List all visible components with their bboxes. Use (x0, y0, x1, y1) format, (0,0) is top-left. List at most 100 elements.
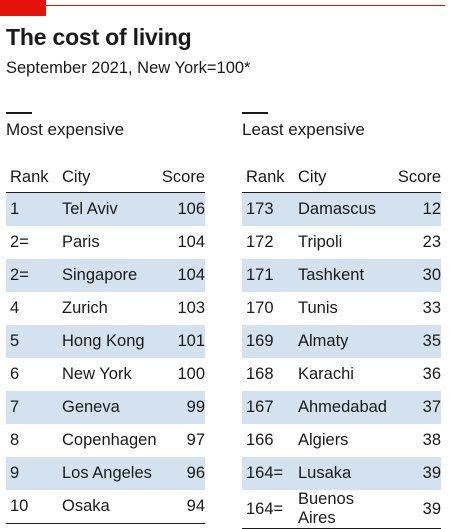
table-row: 8 Copenhagen 97 (6, 424, 205, 457)
score-cell: 12 (395, 192, 441, 226)
city-cell: Damascus (298, 192, 395, 226)
rank-cell: 172 (246, 233, 274, 251)
city-cell: Almaty (298, 325, 395, 358)
score-cell: 106 (159, 192, 205, 226)
most-expensive-table: Rank City Score 1 Tel Aviv 106 2= Paris 104 2=… (6, 162, 205, 524)
rank-cell: 9 (6, 457, 62, 490)
chart-title: The cost of living (6, 24, 192, 50)
table-row: 4 Zurich 103 (6, 292, 205, 325)
city-cell: Karachi (298, 365, 354, 383)
score-cell: 33 (422, 299, 441, 317)
table-row: 2= Singapore 104 (6, 259, 205, 292)
least-expensive-table: Rank City Score 173 Damascus 12 172 Tripoli 2… (242, 162, 441, 529)
table-header-row: Rank City Score (242, 162, 441, 193)
table-row: 172 Tripoli 23 (242, 226, 441, 259)
city-cell: Paris (62, 233, 100, 251)
score-cell: 35 (395, 325, 441, 358)
table-row: 169 Almaty 35 (242, 325, 441, 358)
rank-cell: 166 (246, 431, 274, 449)
rank-cell: 1 (6, 192, 62, 226)
city-cell: Tashkent (298, 259, 395, 292)
rank-cell: 2= (10, 233, 29, 251)
score-cell: 94 (159, 490, 205, 524)
panel-title: Least expensive (242, 120, 365, 139)
city-cell: Copenhagen (62, 431, 157, 449)
rank-cell: 171 (242, 259, 298, 292)
rank-cell: 164= (242, 457, 298, 490)
column-header-score: Score (159, 162, 205, 193)
column-header-rank: Rank (242, 162, 298, 193)
score-cell: 104 (177, 233, 205, 251)
city-cell: Algiers (298, 431, 349, 449)
least-expensive-panel: Least expensive Rank City Score 173 Damas… (242, 112, 441, 529)
table-row: 10 Osaka 94 (6, 490, 205, 524)
score-cell: 100 (177, 365, 205, 383)
table-row: 167 Ahmedabad 37 (242, 391, 441, 424)
chart-subtitle: September 2021, New York=100* (6, 59, 251, 77)
city-cell: Los Angeles (62, 457, 159, 490)
city-cell: Hong Kong (62, 325, 159, 358)
table-row: 1 Tel Aviv 106 (6, 192, 205, 226)
table-row: 164= Buenos Aires 39 (242, 490, 441, 529)
rank-cell: 164= (242, 490, 298, 529)
column-header-city: City (62, 162, 159, 193)
score-cell: 104 (159, 259, 205, 292)
rank-cell: 173 (242, 192, 298, 226)
rank-cell: 4 (10, 299, 20, 317)
panel-rule (242, 112, 268, 114)
rank-cell: 167 (242, 391, 298, 424)
least-expensive-rows: 173 Damascus 12 172 Tripoli 23 171 Tashkent 30 17… (242, 192, 441, 529)
table-row: 171 Tashkent 30 (242, 259, 441, 292)
table-row: 6 New York 100 (6, 358, 205, 391)
rank-cell: 2= (6, 259, 62, 292)
table-row: 170 Tunis 33 (242, 292, 441, 325)
table-row: 7 Geneva 99 (6, 391, 205, 424)
city-cell: Osaka (62, 490, 159, 524)
city-cell: Lusaka (298, 457, 395, 490)
city-cell: Tunis (298, 299, 338, 317)
rank-cell: 10 (6, 490, 62, 524)
rank-cell: 168 (246, 365, 274, 383)
city-cell: Tel Aviv (62, 192, 159, 226)
rank-cell: 5 (6, 325, 62, 358)
table-row: 166 Algiers 38 (242, 424, 441, 457)
score-cell: 99 (159, 391, 205, 424)
city-cell: Tripoli (298, 233, 343, 251)
city-cell: Buenos Aires (298, 490, 395, 529)
city-cell: Geneva (62, 391, 159, 424)
column-header-rank: Rank (6, 162, 62, 193)
score-cell: 39 (395, 490, 441, 529)
top-rule (46, 5, 445, 6)
score-cell: 23 (422, 233, 441, 251)
rank-cell: 8 (10, 431, 20, 449)
rank-cell: 7 (6, 391, 62, 424)
table-row: 9 Los Angeles 96 (6, 457, 205, 490)
most-expensive-rows: 1 Tel Aviv 106 2= Paris 104 2= Singapore 104 4 Zur… (6, 192, 205, 524)
table-row: 2= Paris 104 (6, 226, 205, 259)
most-expensive-panel: Most expensive Rank City Score 1 Tel Aviv… (6, 112, 205, 524)
score-cell: 101 (159, 325, 205, 358)
score-cell: 103 (177, 299, 205, 317)
city-cell: Ahmedabad (298, 391, 395, 424)
panel-rule (6, 112, 32, 114)
table-row: 173 Damascus 12 (242, 192, 441, 226)
table-row: 164= Lusaka 39 (242, 457, 441, 490)
rank-cell: 170 (246, 299, 274, 317)
column-header-city: City (298, 162, 395, 193)
score-cell: 96 (159, 457, 205, 490)
brand-accent-bar (0, 0, 46, 16)
city-cell: Zurich (62, 299, 108, 317)
score-cell: 30 (395, 259, 441, 292)
score-cell: 97 (186, 431, 205, 449)
score-cell: 39 (395, 457, 441, 490)
score-cell: 36 (422, 365, 441, 383)
city-cell: Singapore (62, 259, 159, 292)
rank-cell: 6 (10, 365, 20, 383)
table-row: 5 Hong Kong 101 (6, 325, 205, 358)
panel-title: Most expensive (6, 120, 125, 139)
city-cell: New York (62, 365, 132, 383)
table-row: 168 Karachi 36 (242, 358, 441, 391)
column-header-score: Score (395, 162, 441, 193)
rank-cell: 169 (242, 325, 298, 358)
score-cell: 38 (422, 431, 441, 449)
